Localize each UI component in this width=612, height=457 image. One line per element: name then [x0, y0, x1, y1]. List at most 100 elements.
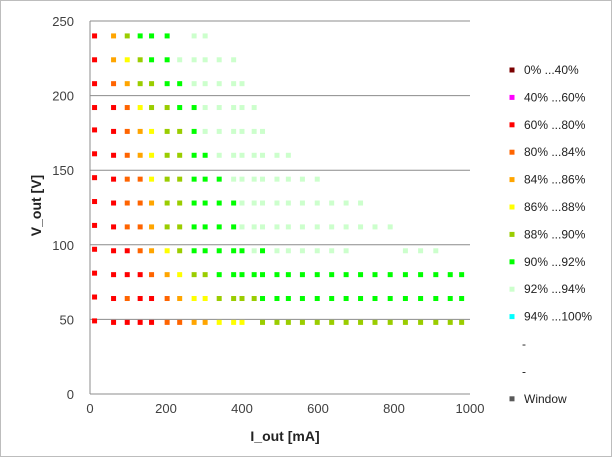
x-tick-label: 600 [307, 401, 329, 416]
data-point [92, 127, 98, 133]
data-point [274, 319, 280, 325]
data-point [231, 224, 237, 230]
data-point [137, 319, 143, 325]
legend-label: 92% ...94% [524, 282, 586, 296]
data-point [149, 248, 155, 254]
data-point [177, 176, 183, 182]
data-point [124, 176, 130, 182]
data-point [329, 224, 335, 230]
data-point [329, 272, 335, 278]
data-point [239, 224, 245, 230]
data-point [358, 224, 364, 230]
data-point [111, 57, 117, 63]
data-point [137, 57, 143, 63]
data-point [358, 272, 364, 278]
data-point [418, 248, 424, 254]
data-point [124, 296, 130, 302]
data-point [202, 152, 208, 158]
legend-label: - [522, 337, 526, 351]
data-point [92, 294, 98, 300]
data-point [164, 319, 170, 325]
data-point [358, 319, 364, 325]
data-point [191, 200, 197, 206]
data-point [372, 296, 378, 302]
data-point [164, 200, 170, 206]
data-point [231, 176, 237, 182]
data-point [191, 296, 197, 302]
data-point [137, 272, 143, 278]
data-point [191, 57, 197, 63]
data-point [343, 224, 349, 230]
data-point [164, 57, 170, 63]
y-tick-label: 100 [52, 238, 74, 253]
data-point [137, 248, 143, 254]
x-tick-label: 800 [383, 401, 405, 416]
data-point [447, 319, 453, 325]
legend-marker [509, 204, 515, 210]
data-point [459, 272, 465, 278]
legend-marker [509, 67, 515, 73]
data-point [260, 319, 266, 325]
data-point [343, 296, 349, 302]
data-point [124, 200, 130, 206]
data-point [251, 105, 257, 111]
data-point [372, 319, 378, 325]
data-point [459, 296, 465, 302]
data-point [111, 128, 117, 134]
data-point [387, 224, 393, 230]
x-tick-label: 0 [86, 401, 93, 416]
data-point [164, 272, 170, 278]
data-point [191, 81, 197, 87]
data-point [231, 319, 237, 325]
data-point [216, 176, 222, 182]
data-point [164, 33, 170, 39]
data-point [202, 224, 208, 230]
legend-marker [509, 314, 515, 320]
data-point [314, 319, 320, 325]
data-point [329, 248, 335, 254]
data-point [92, 151, 98, 157]
legend-marker [509, 149, 515, 155]
data-point [299, 296, 305, 302]
data-point [216, 248, 222, 254]
data-point [274, 224, 280, 230]
data-point [202, 296, 208, 302]
data-point [260, 176, 266, 182]
data-point [191, 33, 197, 39]
data-point [329, 296, 335, 302]
x-tick-label: 400 [231, 401, 253, 416]
legend-label: 86% ...88% [524, 200, 586, 214]
y-tick-label: 50 [60, 312, 74, 327]
data-point [177, 200, 183, 206]
data-point [239, 296, 245, 302]
data-point [202, 128, 208, 134]
data-point [137, 176, 143, 182]
data-point [137, 105, 143, 111]
data-point [177, 248, 183, 254]
data-point [202, 105, 208, 111]
data-point [164, 105, 170, 111]
data-point [402, 272, 408, 278]
data-point [191, 224, 197, 230]
data-point [124, 248, 130, 254]
data-point [216, 200, 222, 206]
legend-marker [509, 231, 515, 237]
data-point [231, 200, 237, 206]
data-point [149, 33, 155, 39]
data-point [92, 105, 98, 111]
data-point [402, 319, 408, 325]
data-point [239, 128, 245, 134]
data-point [149, 152, 155, 158]
data-point [191, 105, 197, 111]
data-point [239, 152, 245, 158]
data-point [164, 248, 170, 254]
data-point [216, 81, 222, 87]
data-point [191, 152, 197, 158]
y-tick-label: 200 [52, 89, 74, 104]
data-point [231, 296, 237, 302]
data-point [358, 200, 364, 206]
data-point [111, 224, 117, 230]
data-point [274, 272, 280, 278]
data-point [124, 33, 130, 39]
